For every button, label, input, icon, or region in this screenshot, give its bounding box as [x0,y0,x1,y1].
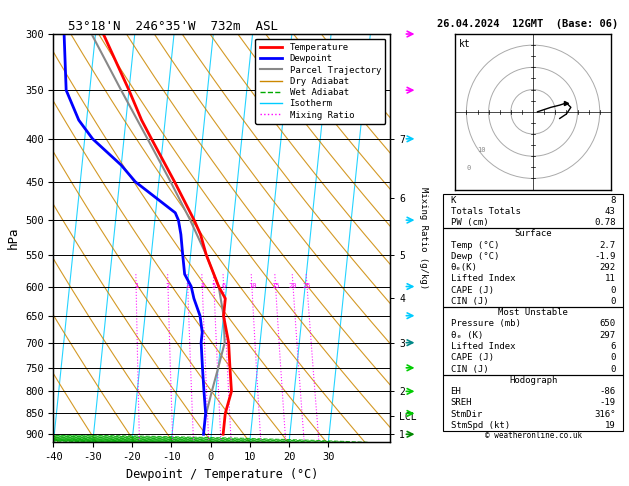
Text: 43: 43 [605,207,616,216]
Bar [443,228,623,307]
Text: 4: 4 [200,283,204,289]
Legend: Temperature, Dewpoint, Parcel Trajectory, Dry Adiabat, Wet Adiabat, Isotherm, Mi: Temperature, Dewpoint, Parcel Trajectory… [255,38,386,124]
Text: -1.9: -1.9 [594,252,616,261]
Text: CIN (J): CIN (J) [450,297,488,306]
Text: 0: 0 [610,297,616,306]
Y-axis label: Mixing Ratio (g/kg): Mixing Ratio (g/kg) [419,187,428,289]
Text: Lifted Index: Lifted Index [450,342,515,351]
Text: 15: 15 [271,283,280,289]
Text: SREH: SREH [450,399,472,407]
Text: Surface: Surface [515,229,552,238]
Text: EH: EH [450,387,461,396]
Text: 26.04.2024  12GMT  (Base: 06): 26.04.2024 12GMT (Base: 06) [437,19,618,29]
Text: CAPE (J): CAPE (J) [450,286,494,295]
Text: CIN (J): CIN (J) [450,364,488,374]
Text: 0: 0 [610,286,616,295]
Text: kt: kt [459,39,470,49]
Text: 6: 6 [221,283,226,289]
Text: 1: 1 [134,283,138,289]
Text: StmDir: StmDir [450,410,483,418]
Text: 20: 20 [289,283,298,289]
Text: 3: 3 [186,283,190,289]
Text: 8: 8 [610,195,616,205]
Text: 0: 0 [610,353,616,362]
Text: 292: 292 [599,263,616,272]
Text: 10: 10 [248,283,256,289]
Text: 11: 11 [605,275,616,283]
Text: CAPE (J): CAPE (J) [450,353,494,362]
Text: 25: 25 [303,283,311,289]
Text: Most Unstable: Most Unstable [498,308,568,317]
Bar [443,194,623,228]
Text: 0: 0 [610,364,616,374]
Text: 650: 650 [599,319,616,329]
Text: 316°: 316° [594,410,616,418]
Text: 0: 0 [467,165,470,171]
Text: StmSpd (kt): StmSpd (kt) [450,421,509,430]
Bar [443,307,623,375]
Text: 0.78: 0.78 [594,218,616,227]
Text: -86: -86 [599,387,616,396]
Text: 19: 19 [605,421,616,430]
Y-axis label: hPa: hPa [6,227,19,249]
Text: Totals Totals: Totals Totals [450,207,520,216]
Bar [443,375,623,431]
Text: 6: 6 [610,342,616,351]
Text: Lifted Index: Lifted Index [450,275,515,283]
Text: 10: 10 [477,147,486,153]
Text: 297: 297 [599,331,616,340]
Text: θₑ(K): θₑ(K) [450,263,477,272]
Text: PW (cm): PW (cm) [450,218,488,227]
Text: Hodograph: Hodograph [509,376,557,385]
Text: 2.7: 2.7 [599,241,616,250]
Text: 2: 2 [166,283,170,289]
Text: 5: 5 [212,283,216,289]
Text: 53°18'N  246°35'W  732m  ASL: 53°18'N 246°35'W 732m ASL [53,20,279,33]
Text: Temp (°C): Temp (°C) [450,241,499,250]
X-axis label: Dewpoint / Temperature (°C): Dewpoint / Temperature (°C) [126,468,318,481]
Text: K: K [450,195,456,205]
Text: © weatheronline.co.uk: © weatheronline.co.uk [484,431,582,440]
Text: θₑ (K): θₑ (K) [450,331,483,340]
Text: -19: -19 [599,399,616,407]
Text: Pressure (mb): Pressure (mb) [450,319,520,329]
Text: Dewp (°C): Dewp (°C) [450,252,499,261]
